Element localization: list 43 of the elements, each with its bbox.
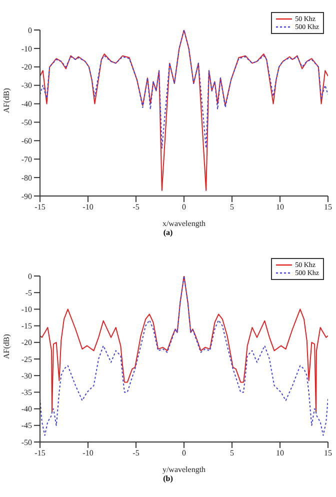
x-tick-label: -10 (82, 202, 94, 212)
y-tick-label: -60 (21, 136, 32, 146)
line-series (40, 30, 328, 191)
x-tick-label: -15 (34, 202, 46, 212)
y-tick-label: 0 (28, 26, 32, 35)
x-tick-label: -10 (82, 448, 94, 458)
y-tick-label: -15 (21, 322, 32, 331)
y-tick-label: -45 (21, 421, 32, 430)
line-series (40, 30, 328, 149)
x-axis-title: x/wavelength (162, 219, 206, 228)
y-tick-label: -5 (25, 288, 32, 298)
text: (a) (162, 228, 174, 237)
x-tick-label: 5 (230, 448, 234, 458)
x-tick-label: -5 (132, 448, 140, 458)
x-tick-label: 0 (182, 448, 186, 458)
y-tick-label: -10 (21, 305, 32, 314)
y-tick-label: -40 (21, 404, 32, 414)
text: (b) (162, 474, 174, 483)
y-tick-label: -40 (21, 100, 32, 109)
y-tick-label: -50 (21, 438, 32, 447)
y-tick-label: -25 (21, 354, 32, 364)
y-tick-label: -90 (21, 192, 32, 201)
y-tick-label: -50 (21, 118, 32, 128)
x-axis-title: y/wavelength (162, 465, 206, 474)
y-tick-label: -10 (21, 44, 32, 54)
x-tick-label: 10 (276, 202, 284, 212)
y-tick-label: -30 (21, 371, 32, 380)
y-tick-label: -35 (21, 388, 32, 398)
x-tick-label: -15 (34, 448, 46, 458)
x-tick-label: 10 (276, 448, 284, 458)
y-tick-label: -30 (21, 81, 32, 90)
x-tick-label: 15 (324, 202, 332, 212)
y-tick-label: -80 (21, 173, 32, 182)
x-tick-label: 5 (230, 202, 234, 212)
y-tick-label: -20 (21, 62, 32, 72)
x-tick-label: -5 (132, 202, 140, 212)
y-tick-label: 0 (28, 272, 32, 281)
x-tick-label: 0 (182, 202, 186, 212)
y-axis-title: AF(dB) (2, 334, 11, 359)
y-axis-title: AF(dB) (2, 88, 11, 113)
x-tick-label: 15 (324, 448, 332, 458)
y-tick-label: -70 (21, 154, 32, 164)
y-tick-label: -20 (21, 338, 32, 348)
